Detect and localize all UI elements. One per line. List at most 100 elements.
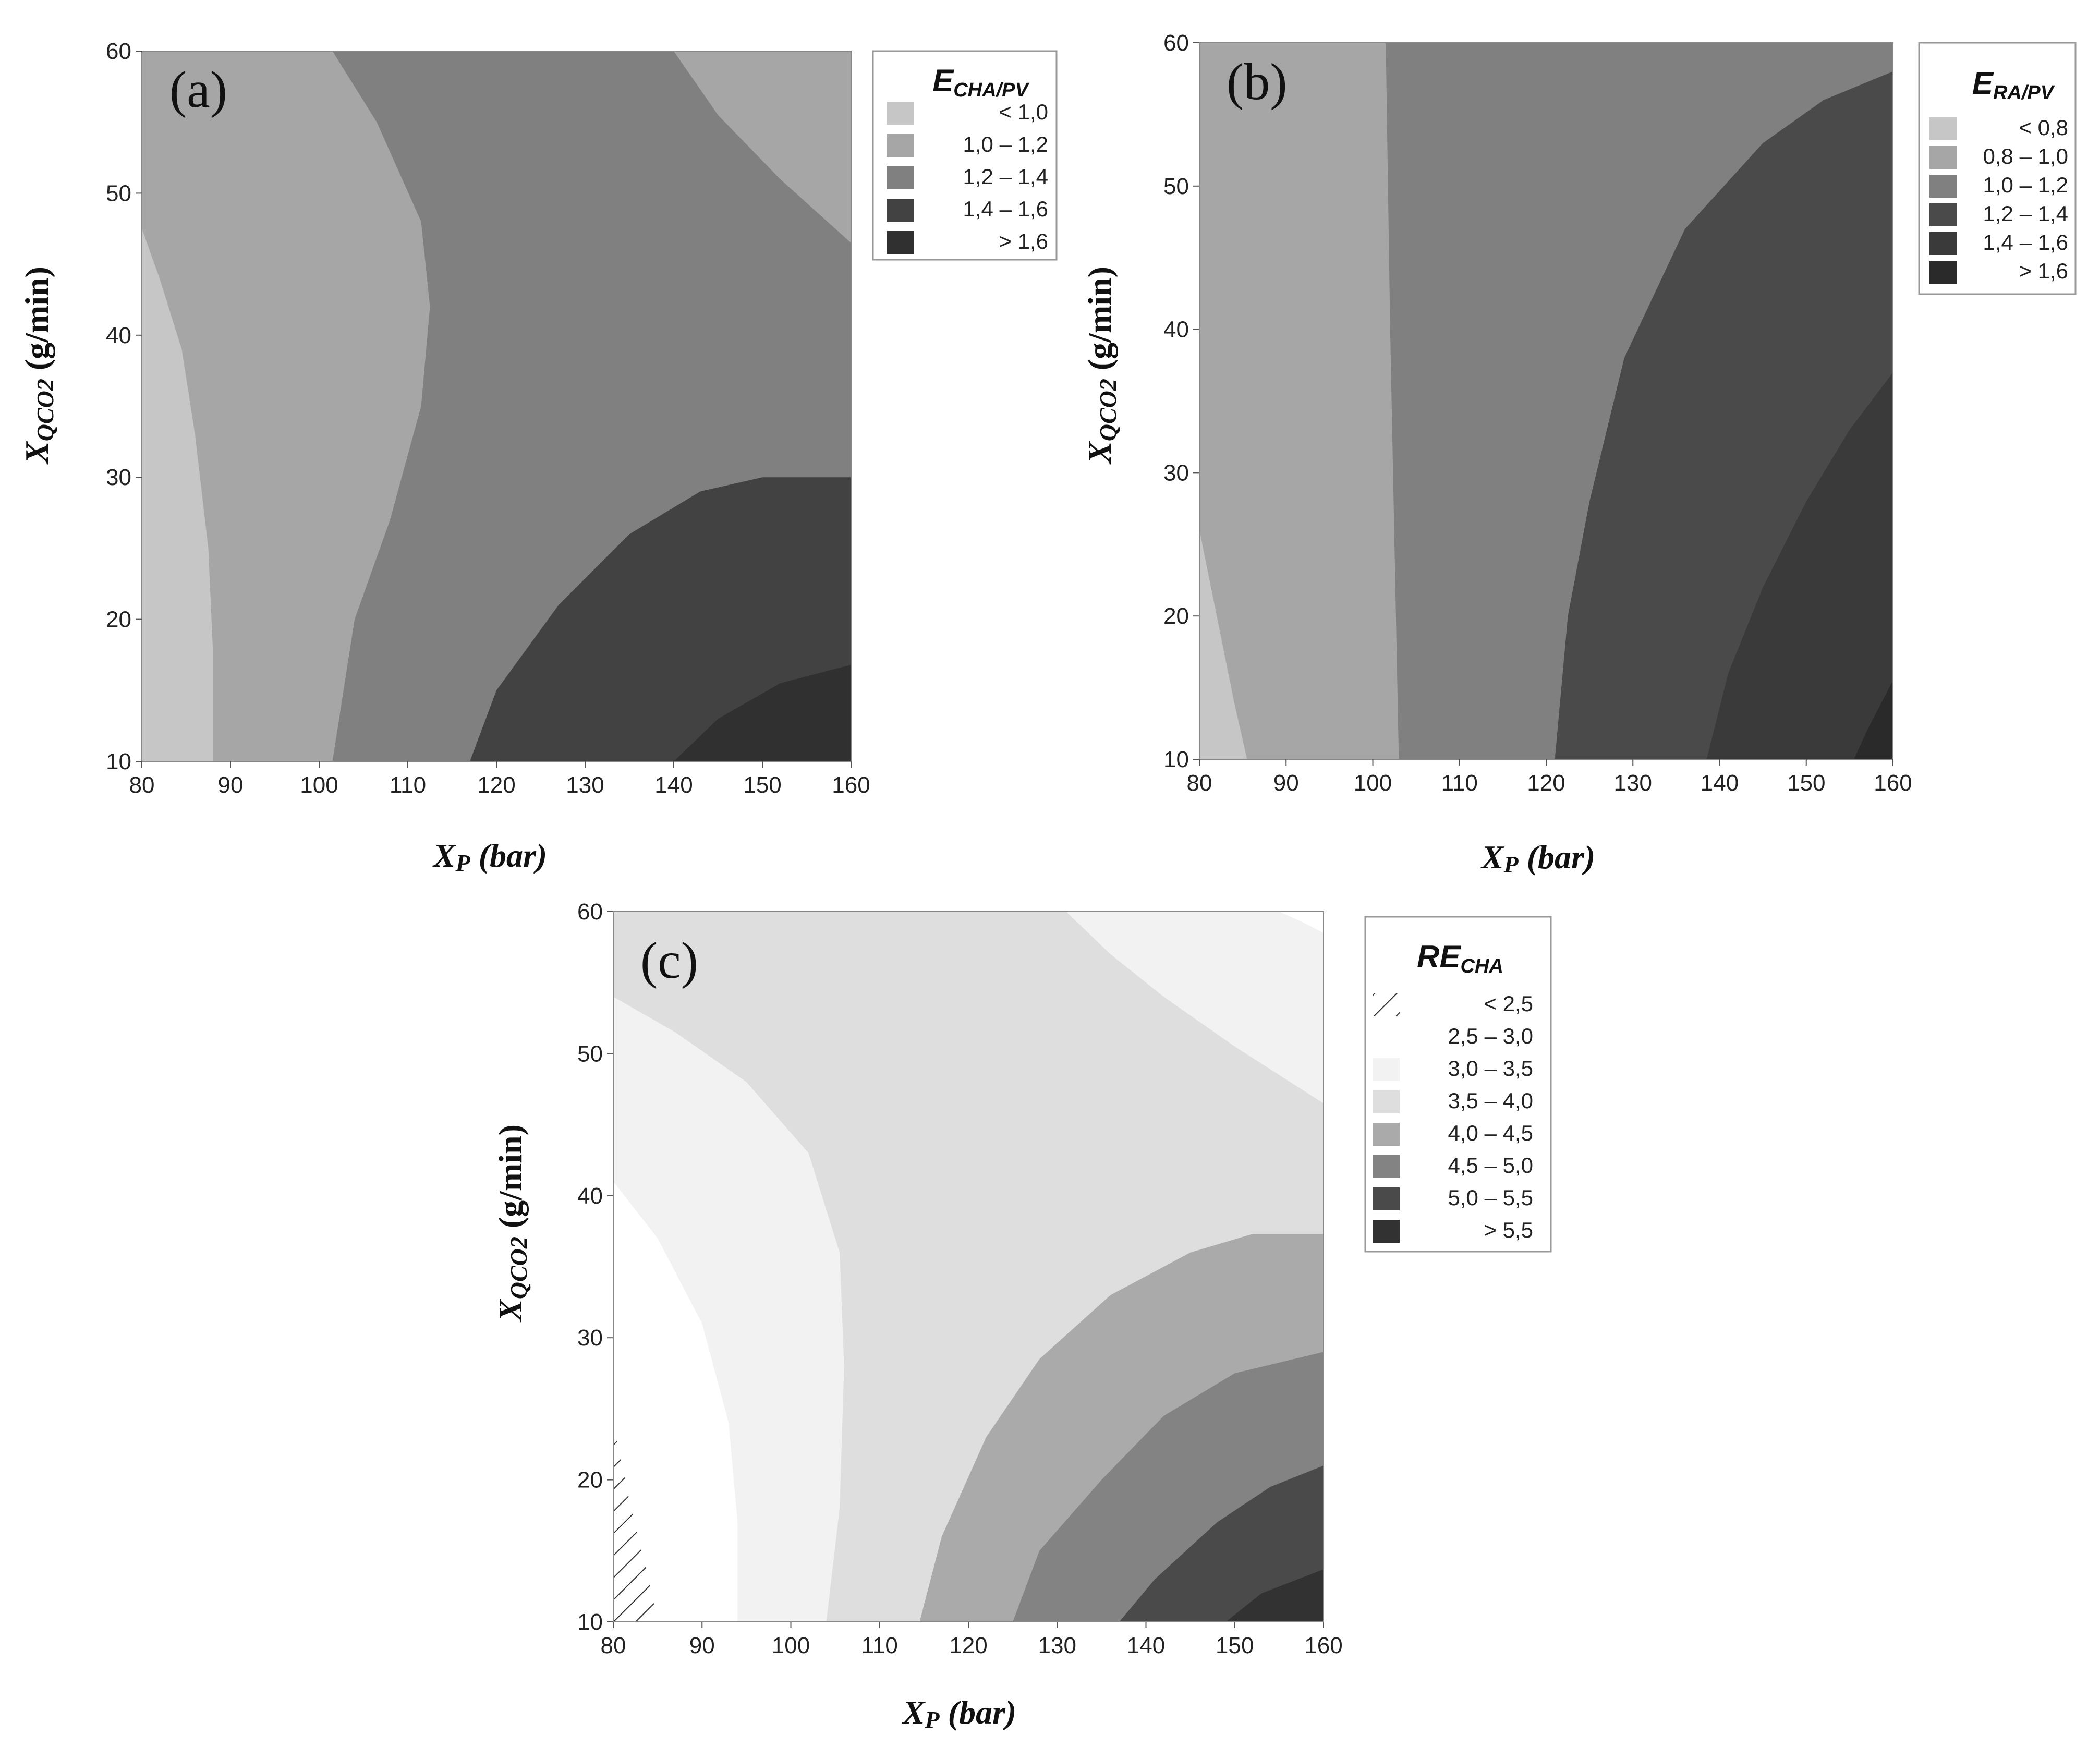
x-tick-label: 130 [1614,770,1652,796]
legend-swatch [1373,1123,1400,1146]
legend-swatch [1373,1220,1400,1243]
legend-swatch [1929,232,1957,255]
legend-swatch [1929,175,1957,198]
legend-label: 1,4 – 1,6 [1983,230,2068,254]
contour-regions [142,51,851,761]
x-axis-title: XP (bar) [902,1694,1016,1733]
legend: RECHA < 2,5 2,5 – 3,0 3,0 – 3,5 3,5 – 4,0 4,… [1364,916,1552,1253]
legend-label: 1,2 – 1,4 [1983,201,2068,226]
y-axis-title: XQCO2 (g/min) [492,1124,532,1323]
x-tick-label: 110 [1441,770,1478,796]
x-tick-label: 80 [1187,770,1212,796]
x-tick-label: 90 [689,1633,715,1658]
legend-label: 5,0 – 5,5 [1448,1185,1533,1210]
x-tick-label: 140 [1127,1633,1165,1658]
legend-title: ERA/PV [1972,66,2055,104]
x-tick-label: 120 [1527,770,1565,796]
chart-panel-a: 80 90 100 110 120 130 140 150 160 10 20 30 40 50 60 (… [18,39,1058,876]
legend-items: < 2,5 2,5 – 3,0 3,0 – 3,5 3,5 – 4,0 4,0 – 4,… [1372,991,1533,1243]
legend-label: 1,0 – 1,2 [1983,173,2068,197]
contour-region [1199,530,1247,759]
legend-swatch [1372,1025,1400,1049]
y-tick-label: 10 [1163,747,1189,772]
x-tick-label: 100 [300,772,338,798]
legend-swatch [1929,203,1957,226]
y-tick-label: 30 [106,465,131,490]
y-tick-label: 40 [106,323,131,348]
x-axis-ticks: 80 90 100 110 120 130 140 150 160 [601,1622,1343,1658]
y-tick-label: 40 [1163,317,1189,343]
contour-region [1066,912,1324,1103]
legend-swatch [1929,117,1957,140]
x-tick-label: 100 [772,1633,810,1658]
legend-swatch [887,102,914,125]
legend-label: > 5,5 [1484,1218,1533,1242]
x-tick-label: 130 [566,772,604,798]
contour-region [1279,912,1324,933]
y-tick-label: 50 [1163,174,1189,199]
legend-swatch [1373,1187,1400,1210]
x-tick-label: 140 [1701,770,1739,796]
legend-swatch [1373,1058,1400,1081]
x-axis-title: XP (bar) [432,837,547,876]
legend-swatch [887,134,914,157]
legend-label: 3,0 – 3,5 [1448,1056,1533,1081]
x-tick-label: 110 [861,1633,898,1658]
x-tick-label: 120 [949,1633,987,1658]
x-axis-title: XP (bar) [1480,839,1595,878]
legend-swatch [1373,1090,1400,1113]
panel-label: (a) [169,60,227,118]
legend-label: < 2,5 [1484,991,1533,1016]
contour-region [1119,1465,1324,1622]
x-tick-label: 90 [218,772,244,798]
y-tick-label: 30 [1163,460,1189,486]
contour-region [674,51,851,243]
legend-label: 2,5 – 3,0 [1448,1024,1533,1048]
legend-label: < 1,0 [999,100,1048,124]
legend-swatch [887,199,914,222]
contour-region [1854,680,1893,759]
y-tick-label: 60 [577,899,603,925]
x-tick-label: 140 [654,772,693,798]
legend-label: 4,0 – 4,5 [1448,1121,1533,1145]
x-tick-label: 110 [390,772,426,798]
panel-label: (c) [640,931,698,989]
legend-label: 4,5 – 5,0 [1448,1153,1533,1178]
x-tick-label: 150 [1787,770,1825,796]
x-tick-label: 160 [1304,1633,1342,1658]
legend-swatch [1929,146,1957,169]
legend-title: ECHA/PV [932,63,1029,101]
legend-label: < 0,8 [2019,115,2068,140]
legend-label: > 1,6 [999,229,1048,253]
legend-label: 1,2 – 1,4 [963,164,1048,189]
y-tick-label: 10 [577,1609,603,1635]
x-tick-label: 80 [601,1633,626,1658]
y-axis-title: XQCO2 (g/min) [18,266,58,465]
legend-label: > 1,6 [2019,259,2068,283]
x-tick-label: 150 [743,772,781,798]
legend-swatch [887,231,914,254]
y-axis-title: XQCO2 (g/min) [1081,266,1121,465]
legend-label: 1,4 – 1,6 [963,197,1048,221]
legend-swatch [1373,993,1400,1016]
x-tick-label: 130 [1038,1633,1076,1658]
x-tick-label: 100 [1354,770,1392,796]
chart-panel-c: 80 90 100 110 120 130 140 150 160 10 20 30 40 50 60 (… [492,899,1552,1733]
contour-region [674,664,851,761]
contour-regions [613,912,1324,1622]
chart-panel-b: 80 90 100 110 120 130 140 150 160 10 20 30 40 50 60 (… [1081,30,2077,878]
y-axis-ticks: 10 20 30 40 50 60 [1163,30,1199,772]
legend: ERA/PV < 0,8 0,8 – 1,0 1,0 – 1,2 1,2 – 1,4 1… [1918,42,2077,295]
x-tick-label: 120 [477,772,515,798]
contour-region [1225,1569,1324,1622]
x-tick-label: 80 [129,772,155,798]
y-tick-label: 20 [577,1467,603,1493]
contour-region [613,1423,658,1622]
contour-region [470,477,851,761]
legend-swatch [887,166,914,189]
contour-region [142,228,213,761]
legend: ECHA/PV < 1,0 1,0 – 1,2 1,2 – 1,4 1,4 – 1,6… [872,50,1058,261]
legend-title: RECHA [1417,939,1503,977]
legend-swatch [1373,1155,1400,1178]
